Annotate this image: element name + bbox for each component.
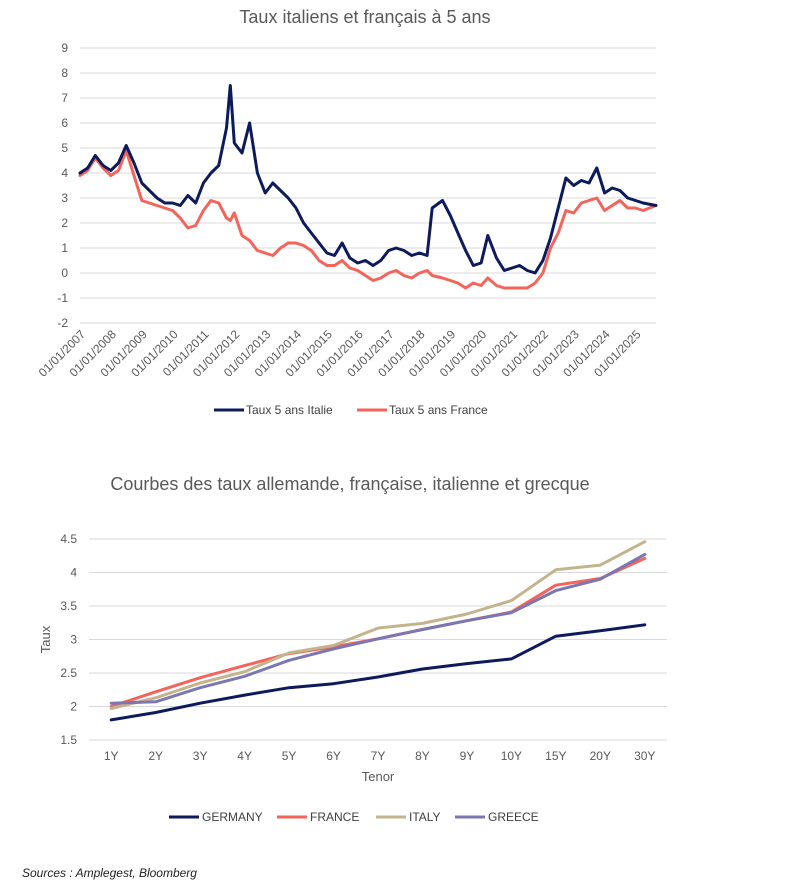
legend-label-italy: ITALY [409,810,441,824]
legend-label-germany: GERMANY [202,810,263,824]
y-axis-title: Taux [38,625,53,653]
x-tick-label: 10Y [501,749,522,763]
chart-1-svg: -2-1012345678901/01/200701/01/200801/01/… [36,41,658,417]
y-tick-label: 6 [61,116,68,130]
series-line-greece [109,552,647,705]
series-line-germany [109,623,647,722]
chart-yield-curves: Courbes des taux allemande, française, i… [0,462,797,842]
chart-italy-france-5y: Taux italiens et français à 5 ans -2 -1 0 1… [0,0,797,430]
x-tick-label: 3Y [193,749,208,763]
y-tick-label: 3 [61,191,68,205]
y-tick-label: 5 [61,141,68,155]
chart-title: Taux italiens et français à 5 ans [239,7,491,27]
y-tick-label: 3.5 [60,599,77,613]
y-tick-label: 9 [61,41,68,55]
y-tick-label: 3 [70,633,77,647]
x-tick-label: 6Y [326,749,341,763]
x-tick-label: 5Y [282,749,297,763]
chart-2-svg: 1.5 2 2.5 3 3.5 4 4.5 1Y 2Y 3Y 4Y 5Y 6Y 7Y 8Y 9Y 10Y 15Y 2… [38,532,667,824]
legend-label-france: FRANCE [310,810,359,824]
y-tick-label: 0 [61,266,68,280]
y-tick-label: 1 [61,241,68,255]
series-line-france [109,556,647,708]
y-tick-label: 4.5 [60,532,77,546]
y-tick-label: 4 [70,566,77,580]
y-tick-label: -2 [57,316,68,330]
x-tick-label: 30Y [634,749,655,763]
y-tick-label: 1.5 [60,733,77,747]
x-tick-label: 2Y [148,749,163,763]
y-tick-label: 2.5 [60,666,77,680]
x-tick-label: 4Y [237,749,252,763]
chart-title: Courbes des taux allemande, française, i… [110,474,590,494]
y-tick-label: -1 [57,291,68,305]
x-tick-label: 9Y [460,749,475,763]
x-tick-label: 1Y [104,749,119,763]
y-tick-label: 4 [61,166,68,180]
series-line-italy [109,540,647,710]
y-tick-label: 8 [61,66,68,80]
series-line-france [78,149,658,290]
x-tick-label: 20Y [590,749,611,763]
x-tick-label: 8Y [415,749,430,763]
y-tick-label: 2 [61,216,68,230]
series-line-italy [78,84,658,275]
source-note: Sources : Amplegest, Bloomberg [22,866,197,880]
legend-label-italy: Taux 5 ans Italie [246,403,333,417]
x-tick-label: 15Y [545,749,566,763]
legend-label-france: Taux 5 ans France [389,403,488,417]
legend-label-greece: GREECE [488,810,539,824]
y-tick-label: 7 [61,91,68,105]
x-tick-label: 7Y [371,749,386,763]
x-axis-title: Tenor [362,769,395,784]
y-tick-label: 2 [70,700,77,714]
